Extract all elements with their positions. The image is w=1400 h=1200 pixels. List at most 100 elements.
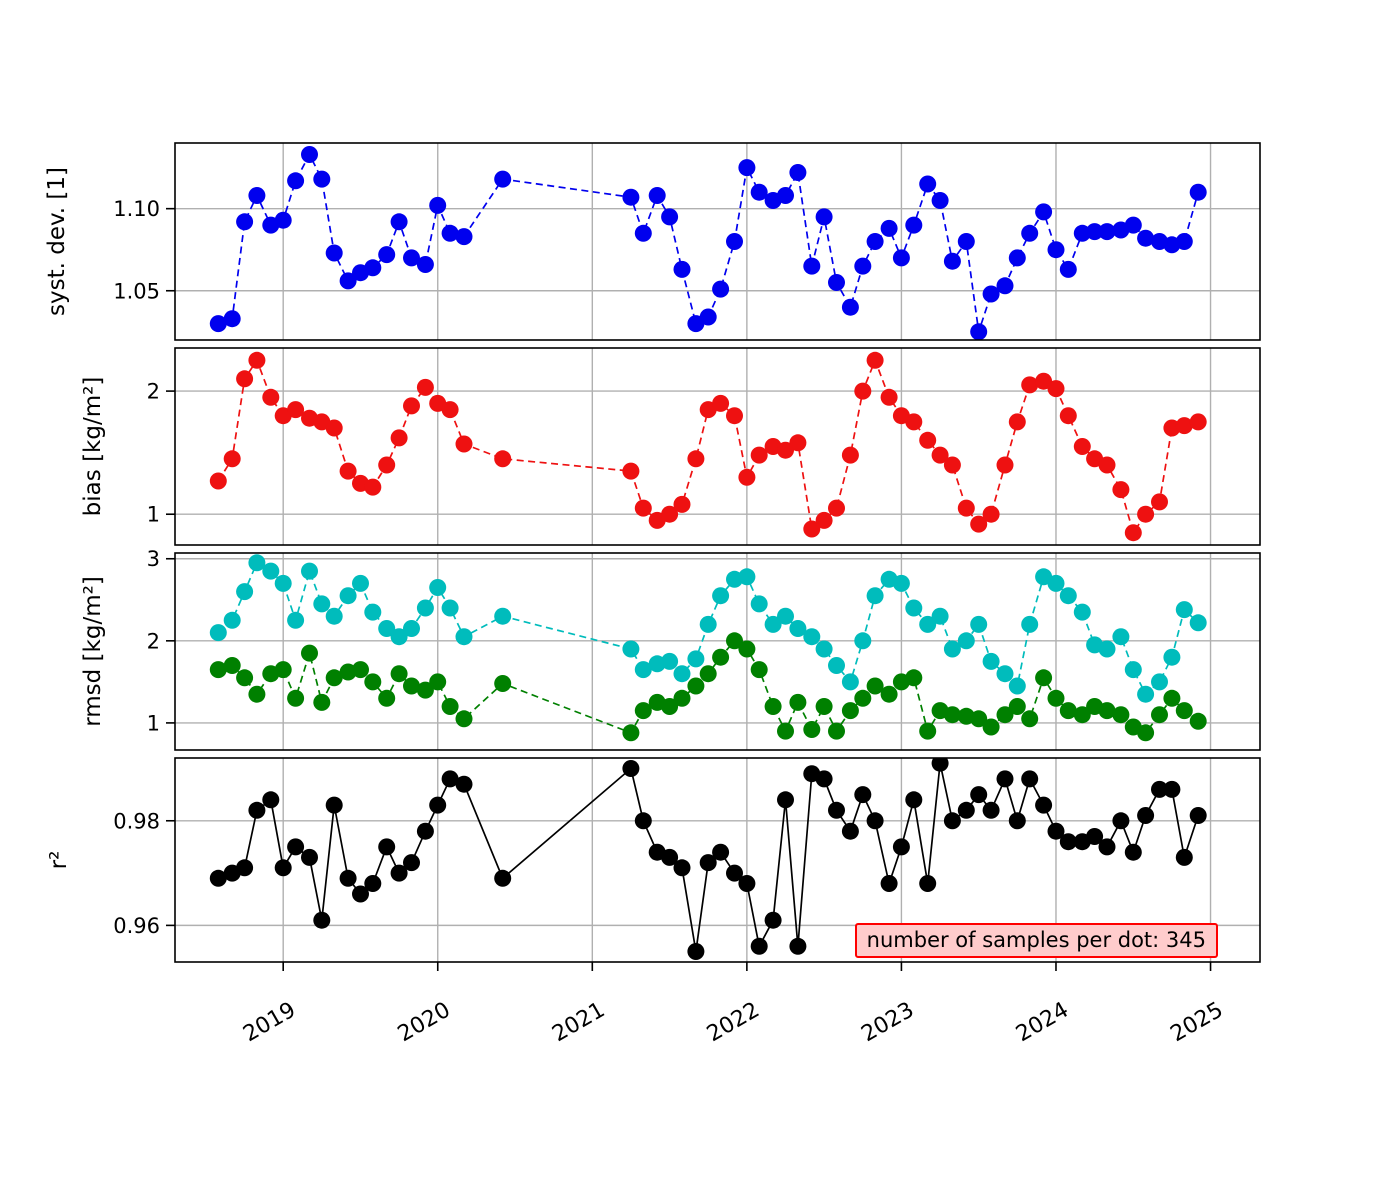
data-point-r2	[1124, 843, 1142, 861]
data-point-rmsd-total	[866, 587, 884, 605]
data-point-rmsd-unbiased	[390, 665, 408, 683]
data-point-rmsd-unbiased	[1035, 669, 1053, 687]
data-point-r2	[880, 875, 898, 892]
data-point-syst-dev	[622, 188, 640, 206]
data-point-bias	[1047, 380, 1065, 398]
data-point-syst-dev	[880, 219, 898, 237]
data-point-rmsd-total	[339, 587, 357, 605]
data-point-r2	[236, 859, 254, 877]
data-point-r2	[841, 822, 859, 840]
data-point-syst-dev	[841, 298, 859, 316]
data-point-bias	[1151, 493, 1168, 511]
data-point-rmsd-unbiased	[777, 722, 794, 740]
data-point-syst-dev	[378, 246, 396, 264]
data-point-r2	[390, 864, 408, 882]
y-axis-label: r²	[46, 851, 72, 870]
data-point-bias	[494, 450, 512, 468]
data-point-r2	[1189, 807, 1207, 824]
data-point-rmsd-unbiased	[301, 644, 318, 662]
data-point-syst-dev	[1035, 203, 1053, 221]
x-tick-label: 2020	[394, 998, 455, 1048]
data-point-syst-dev	[777, 187, 794, 204]
data-point-rmsd-total	[892, 574, 910, 592]
data-point-syst-dev	[287, 172, 305, 190]
data-point-r2	[712, 843, 730, 861]
data-point-rmsd-total	[390, 628, 408, 646]
data-point-r2	[403, 854, 420, 872]
data-point-bias	[841, 446, 859, 464]
data-point-r2	[274, 859, 292, 877]
data-point-r2	[313, 911, 331, 929]
data-point-bias	[236, 370, 254, 388]
data-point-syst-dev	[403, 249, 420, 267]
data-point-bias	[1073, 438, 1091, 455]
data-point-syst-dev	[390, 213, 408, 231]
y-tick-label: 0.96	[113, 914, 160, 938]
x-tick-label: 2024	[1012, 998, 1073, 1048]
data-point-r2	[828, 801, 845, 819]
data-point-rmsd-total	[1137, 685, 1155, 703]
data-point-rmsd-unbiased	[1151, 706, 1168, 724]
data-point-rmsd-total	[223, 611, 241, 629]
x-axis: 2019 2020 2021 2022 2023 2024 2025	[239, 962, 1228, 1048]
data-point-syst-dev	[892, 249, 910, 267]
data-point-bias	[622, 462, 640, 480]
data-point-r2	[1008, 812, 1026, 830]
data-point-bias	[1035, 372, 1053, 390]
panel-r2: 0.96 0.98 r²	[46, 757, 1261, 963]
data-point-r2	[1175, 848, 1193, 866]
data-point-r2	[287, 838, 305, 856]
data-point-r2	[1151, 780, 1168, 798]
data-point-bias	[378, 456, 396, 474]
data-point-syst-dev	[634, 224, 652, 242]
data-point-rmsd-unbiased	[1137, 724, 1155, 742]
data-point-rmsd-unbiased	[352, 661, 369, 679]
data-point-bias	[1021, 376, 1039, 394]
data-point-bias	[726, 407, 743, 425]
data-point-rmsd-total	[957, 632, 975, 650]
y-axis-label: bias [kg/m²]	[80, 377, 106, 517]
data-point-rmsd-unbiased	[943, 706, 961, 724]
data-point-rmsd-total	[777, 607, 794, 625]
data-point-rmsd-total	[325, 607, 343, 625]
data-point-r2	[957, 801, 975, 819]
data-point-bias	[262, 388, 280, 406]
y-tick-label: 1.10	[113, 197, 160, 221]
data-point-rmsd-total	[905, 599, 923, 617]
data-point-r2	[815, 770, 833, 788]
data-point-rmsd-unbiased	[712, 648, 730, 666]
data-point-syst-dev	[854, 257, 872, 275]
data-point-bias	[441, 401, 459, 419]
data-point-bias	[854, 382, 872, 400]
data-point-rmsd-unbiased	[416, 681, 434, 699]
data-point-r2	[970, 786, 988, 804]
data-point-rmsd-unbiased	[274, 661, 292, 679]
data-point-rmsd-total	[1059, 587, 1077, 605]
data-point-rmsd-total	[441, 599, 459, 617]
data-point-rmsd-total	[1047, 574, 1065, 592]
data-point-rmsd-unbiased	[429, 673, 447, 691]
data-point-rmsd-total	[1112, 628, 1130, 646]
data-point-rmsd-total	[982, 652, 1000, 670]
data-point-r2	[1098, 838, 1116, 856]
data-point-rmsd-unbiased	[378, 689, 396, 707]
data-point-rmsd-total	[699, 615, 717, 633]
data-point-rmsd-unbiased	[687, 677, 705, 695]
y-axis-label: rmsd [kg/m²]	[80, 576, 106, 727]
data-point-bias	[982, 505, 1000, 523]
data-point-bias	[1098, 456, 1116, 474]
y-axis-label: syst. dev. [1]	[44, 167, 70, 316]
data-point-syst-dev	[301, 146, 318, 163]
data-point-rmsd-unbiased	[841, 702, 859, 720]
data-point-rmsd-total	[687, 650, 705, 668]
data-point-syst-dev	[1098, 223, 1116, 241]
data-point-rmsd-unbiased	[223, 657, 241, 674]
data-point-bias	[634, 499, 652, 517]
data-point-r2	[248, 801, 266, 819]
data-point-rmsd-total	[248, 554, 266, 572]
y-tick-label: 2	[147, 629, 160, 653]
data-point-r2	[687, 943, 705, 960]
data-point-r2	[634, 812, 652, 830]
data-point-r2	[789, 937, 807, 955]
